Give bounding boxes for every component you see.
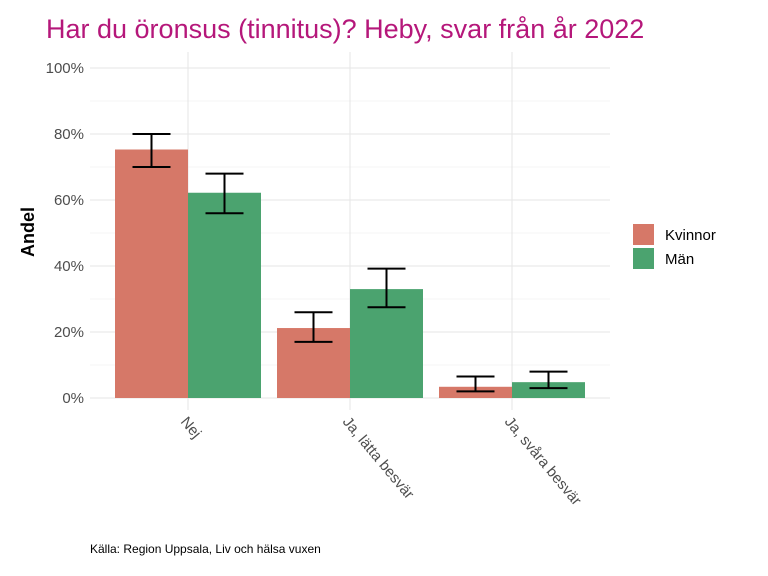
y-tick-label: 100%: [46, 60, 84, 77]
legend-label: Kvinnor: [665, 227, 716, 244]
y-axis-title: Andel: [18, 207, 38, 257]
y-axis-ticks: 0% 20% 40% 60% 80% 100%: [46, 60, 84, 407]
chart-title: Har du öronsus (tinnitus)? Heby, svar fr…: [46, 14, 644, 44]
y-tick-label: 40%: [54, 258, 84, 275]
legend-label: Män: [665, 251, 694, 268]
bar: [512, 382, 585, 398]
y-tick-label: 80%: [54, 126, 84, 143]
x-tick-label: Nej: [177, 414, 204, 442]
legend-swatch: [633, 248, 654, 269]
bar: [188, 192, 261, 398]
legend-swatch: [633, 224, 654, 245]
x-tick-label: Ja, lätta besvär: [339, 414, 417, 503]
caption: Källa: Region Uppsala, Liv och hälsa vux…: [90, 542, 321, 556]
bar: [115, 149, 188, 398]
y-tick-label: 60%: [54, 192, 84, 209]
x-axis-ticks: Nej Ja, lätta besvär Ja, svåra besvär: [177, 414, 585, 509]
y-tick-label: 0%: [62, 390, 84, 407]
y-tick-label: 20%: [54, 324, 84, 341]
error-bars: [132, 133, 568, 393]
legend: Kvinnor Män: [633, 224, 716, 269]
x-tick-label: Ja, svåra besvär: [501, 414, 585, 509]
